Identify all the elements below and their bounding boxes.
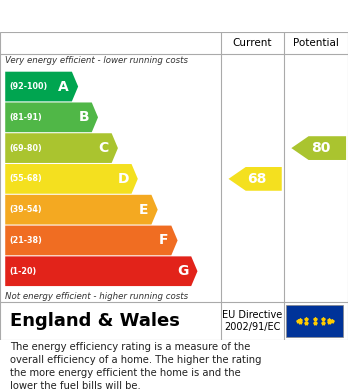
Polygon shape [5,256,197,286]
Text: EU Directive
2002/91/EC: EU Directive 2002/91/EC [222,310,283,332]
Text: 80: 80 [311,141,330,155]
Text: A: A [58,79,69,93]
Text: Potential: Potential [293,38,339,48]
Text: (69-80): (69-80) [9,143,42,152]
Polygon shape [5,195,158,224]
Text: (39-54): (39-54) [9,205,42,214]
Text: B: B [78,110,89,124]
Bar [286,305,343,337]
Text: F: F [159,233,168,248]
Text: (92-100): (92-100) [9,82,48,91]
Text: (81-91): (81-91) [9,113,42,122]
Text: E: E [139,203,149,217]
Text: G: G [177,264,188,278]
Polygon shape [5,226,177,255]
Text: Energy Efficiency Rating: Energy Efficiency Rating [10,9,213,23]
Polygon shape [5,133,118,163]
Text: England & Wales: England & Wales [10,312,180,330]
Polygon shape [5,164,138,194]
Text: 68: 68 [247,172,267,186]
Polygon shape [291,136,346,160]
Text: Current: Current [232,38,272,48]
Text: Not energy efficient - higher running costs: Not energy efficient - higher running co… [5,292,188,301]
Text: C: C [98,141,109,155]
Text: The energy efficiency rating is a measure of the
overall efficiency of a home. T: The energy efficiency rating is a measur… [10,341,262,391]
Text: (1-20): (1-20) [9,267,37,276]
Polygon shape [5,102,98,132]
Polygon shape [5,72,78,101]
Text: (55-68): (55-68) [9,174,42,183]
Text: Very energy efficient - lower running costs: Very energy efficient - lower running co… [5,56,188,65]
Text: D: D [117,172,129,186]
Polygon shape [229,167,282,191]
Text: (21-38): (21-38) [9,236,42,245]
